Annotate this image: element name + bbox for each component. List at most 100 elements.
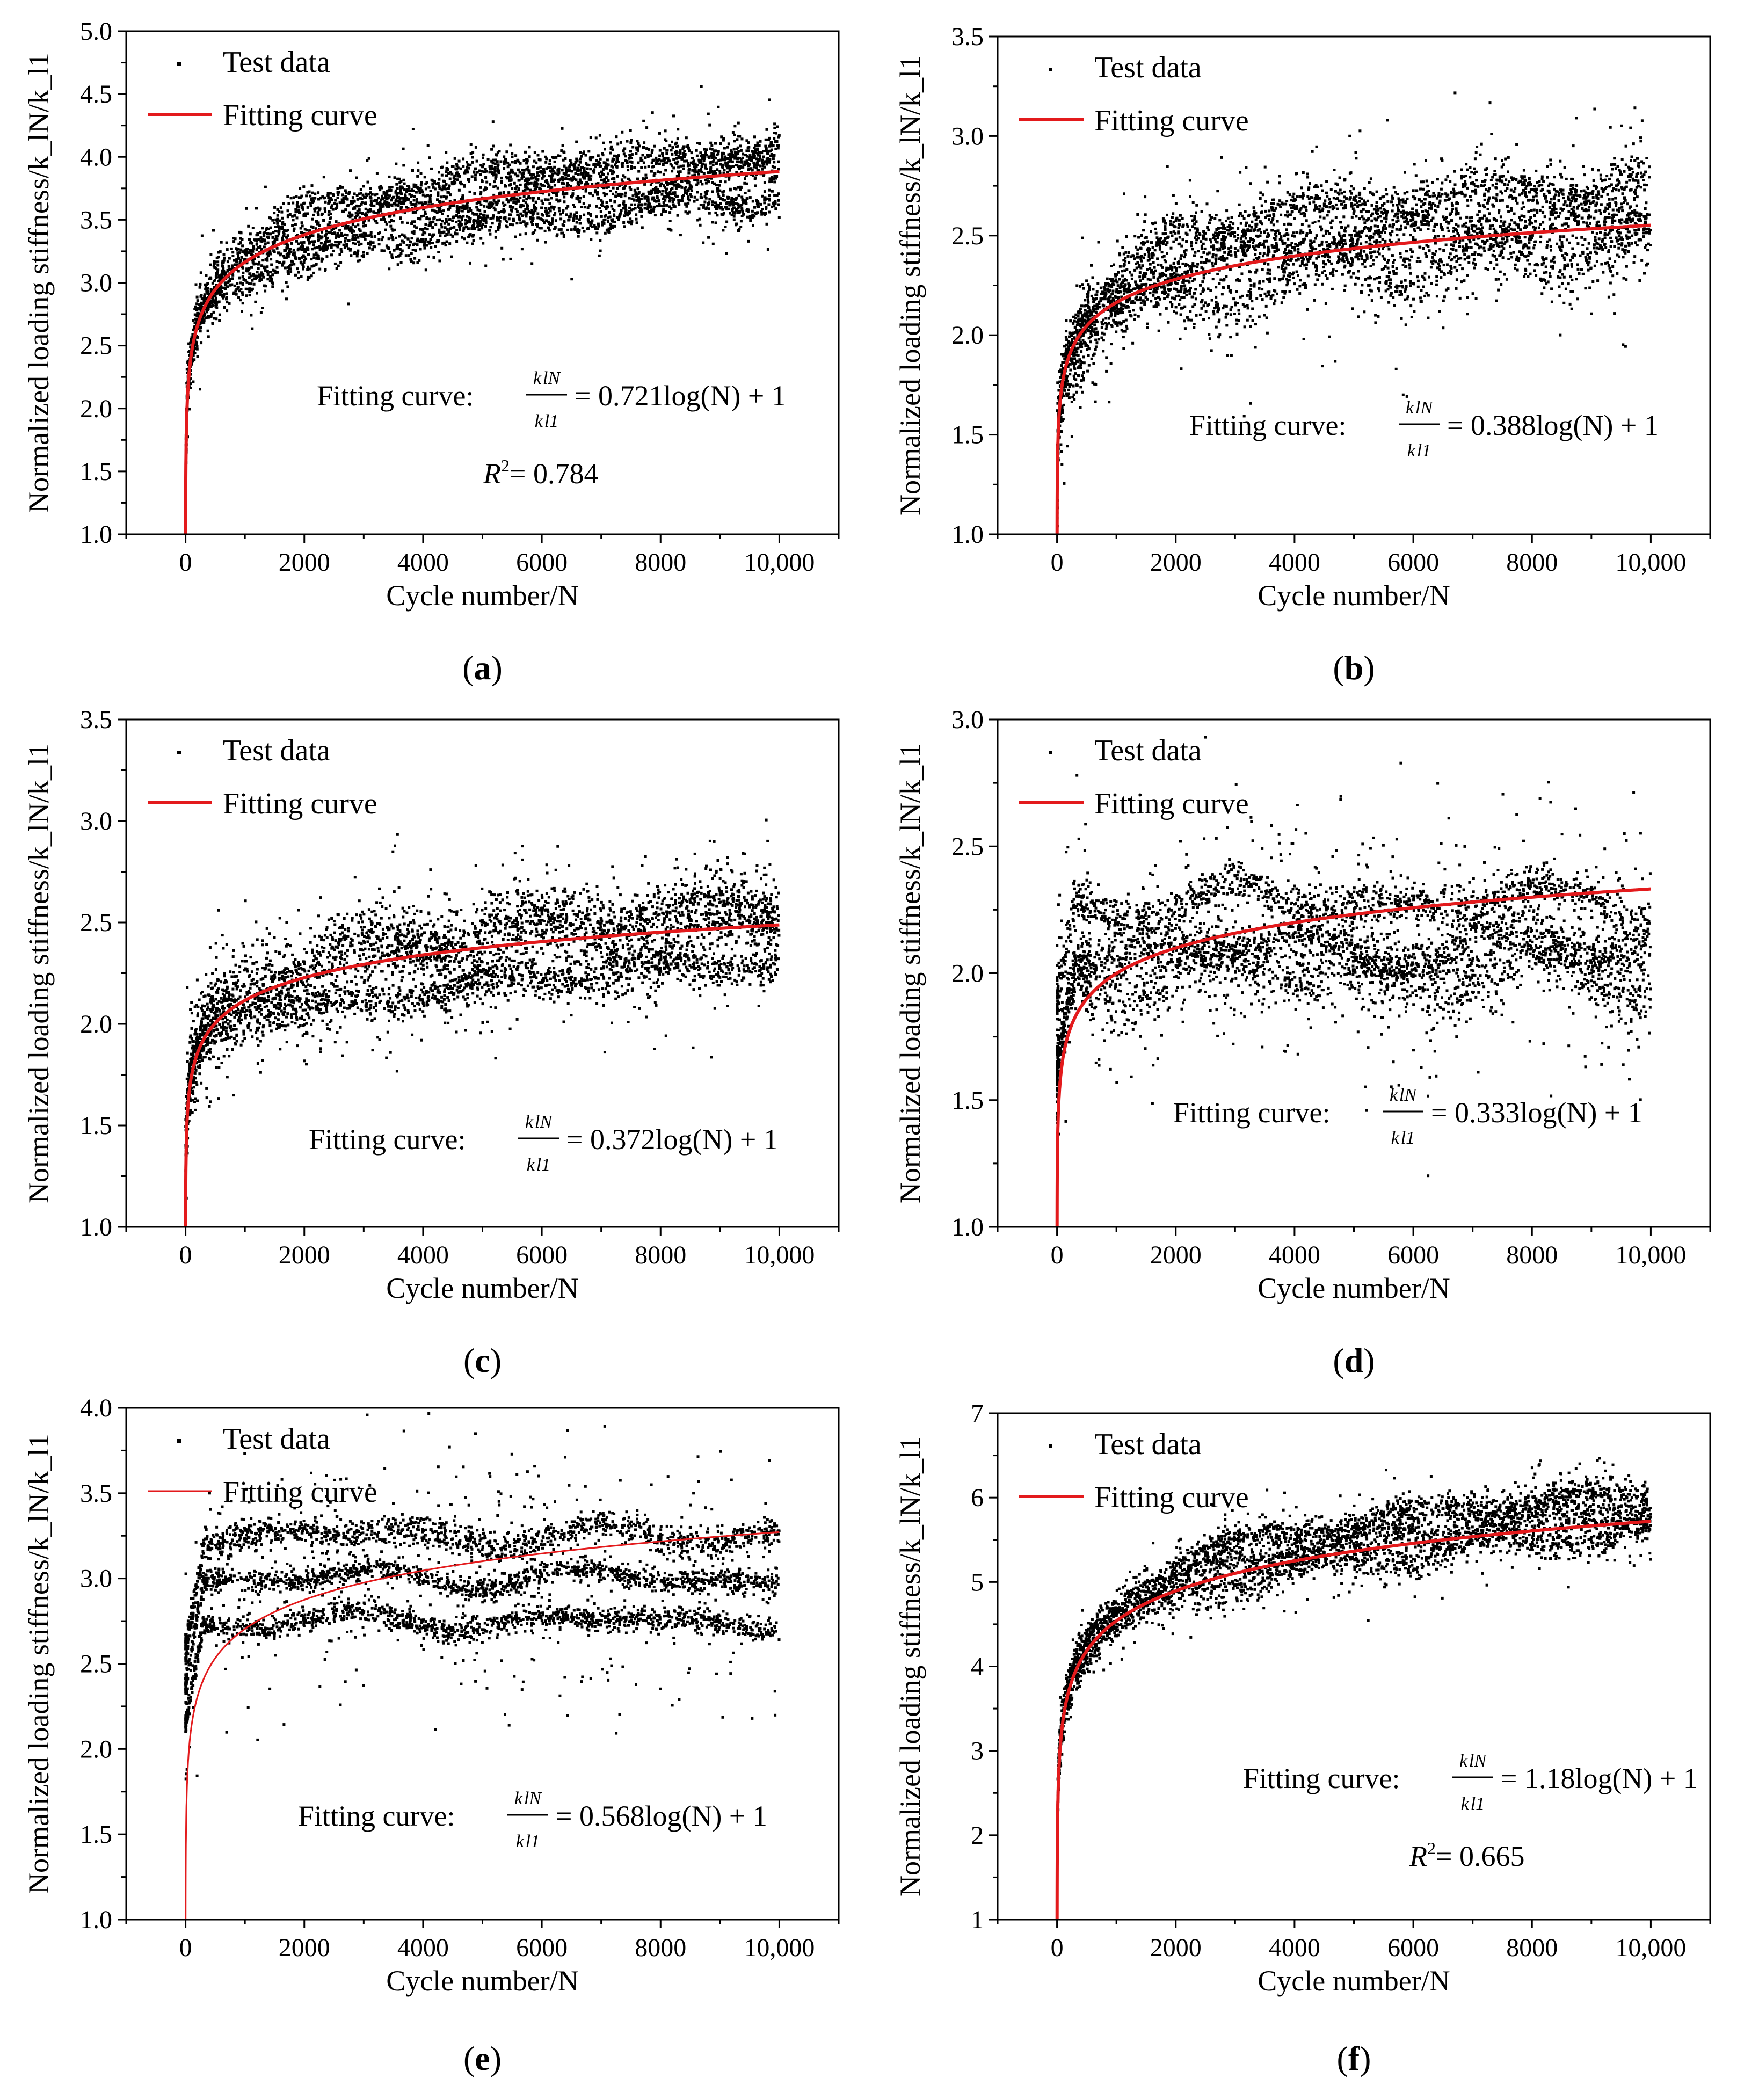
- test-data-point: [1069, 383, 1072, 387]
- test-data-point: [331, 193, 335, 195]
- test-data-point: [751, 169, 754, 171]
- test-data-point: [639, 156, 643, 159]
- test-data-point: [289, 264, 292, 267]
- test-data-point: [248, 238, 251, 241]
- test-data-point: [732, 215, 736, 218]
- test-data-point: [399, 185, 403, 188]
- test-data-point: [439, 208, 442, 211]
- test-data-point: [611, 224, 614, 228]
- test-data-point: [474, 177, 477, 180]
- test-data-point: [338, 253, 341, 256]
- test-data-point: [339, 234, 341, 237]
- test-data-point: [1152, 273, 1155, 276]
- test-data-point: [765, 128, 768, 131]
- test-data-point: [565, 169, 568, 172]
- test-data-point: [445, 233, 448, 236]
- test-data-point: [380, 238, 383, 242]
- test-data-point: [412, 189, 415, 192]
- test-data-point: [759, 140, 762, 143]
- test-data-point: [726, 171, 729, 174]
- test-data-point: [207, 302, 210, 305]
- test-data-point: [396, 245, 399, 249]
- test-data-point: [655, 156, 658, 159]
- test-data-point: [243, 258, 246, 261]
- test-data-point: [506, 165, 510, 169]
- test-data-point: [577, 169, 580, 172]
- test-data-point: [1063, 389, 1066, 392]
- test-data-point: [248, 276, 251, 279]
- test-data-point: [1509, 245, 1511, 248]
- test-data-point: [644, 165, 647, 169]
- test-data-point: [252, 277, 256, 280]
- test-data-point: [715, 162, 718, 165]
- test-data-point: [256, 246, 259, 249]
- test-data-point: [722, 163, 725, 166]
- test-data-point: [393, 202, 396, 205]
- test-data-point: [401, 239, 404, 243]
- test-data-point: [607, 227, 611, 230]
- test-data-point: [547, 226, 550, 229]
- test-data-point: [672, 205, 675, 208]
- test-data-point: [768, 188, 771, 192]
- test-data-point: [1092, 309, 1095, 313]
- test-data-point: [348, 211, 351, 214]
- panel-b: 0 2000 4000 6000 8000 10,0001.01.52.02.53.03.…: [894, 23, 1711, 687]
- test-data-point: [356, 209, 359, 213]
- test-data-point: [658, 154, 662, 157]
- test-data-point: [217, 274, 221, 278]
- test-data-point: [220, 241, 223, 244]
- test-data-point: [199, 326, 202, 330]
- test-data-point: [763, 198, 766, 201]
- test-data-point: [550, 178, 553, 181]
- test-data-point: [771, 154, 774, 157]
- test-data-point: [350, 228, 353, 231]
- test-data-point: [474, 173, 477, 177]
- test-data-point: [242, 278, 245, 281]
- test-data-point: [193, 358, 196, 361]
- test-data-point: [1309, 231, 1312, 234]
- test-data-point: [340, 250, 344, 253]
- test-data-point: [256, 271, 259, 274]
- test-data-point: [327, 196, 330, 199]
- test-data-point: [395, 204, 397, 207]
- test-data-point: [394, 189, 397, 192]
- test-data-point: [202, 319, 206, 322]
- test-data-point: [518, 171, 521, 174]
- test-data-point: [510, 179, 513, 182]
- test-data-point: [445, 170, 448, 173]
- test-data-point: [720, 213, 723, 216]
- test-data-point: [1078, 358, 1081, 361]
- test-data-point: [375, 199, 379, 202]
- test-data-point: [446, 215, 449, 218]
- test-data-point: [547, 182, 550, 185]
- test-data-point: [325, 255, 329, 258]
- test-data-point: [301, 224, 304, 228]
- test-data-point: [333, 244, 336, 247]
- test-data-point: [550, 222, 554, 226]
- test-data-point: [214, 296, 217, 300]
- test-data-point: [722, 213, 725, 216]
- test-data-point: [586, 182, 590, 185]
- test-data-point: [757, 205, 760, 208]
- test-data-point: [318, 224, 321, 227]
- test-data-point: [412, 204, 416, 206]
- test-data-point: [668, 211, 672, 214]
- test-data-point: [611, 220, 614, 223]
- test-data-point: [696, 179, 700, 182]
- test-data-point: [348, 191, 351, 194]
- test-data-point: [229, 284, 232, 287]
- test-data-point: [216, 287, 220, 290]
- test-data-point: [285, 246, 288, 250]
- test-data-point: [602, 178, 606, 181]
- test-data-point: [724, 157, 727, 160]
- test-data-point: [310, 184, 314, 187]
- test-data-point: [568, 165, 571, 169]
- test-data-point: [1386, 288, 1390, 291]
- test-data-point: [757, 169, 760, 172]
- test-data-point: [362, 254, 365, 257]
- test-data-point: [348, 215, 352, 219]
- test-data-point: [764, 138, 767, 141]
- test-data-point: [621, 130, 624, 134]
- test-data-point: [679, 164, 682, 168]
- test-data-point: [509, 143, 512, 147]
